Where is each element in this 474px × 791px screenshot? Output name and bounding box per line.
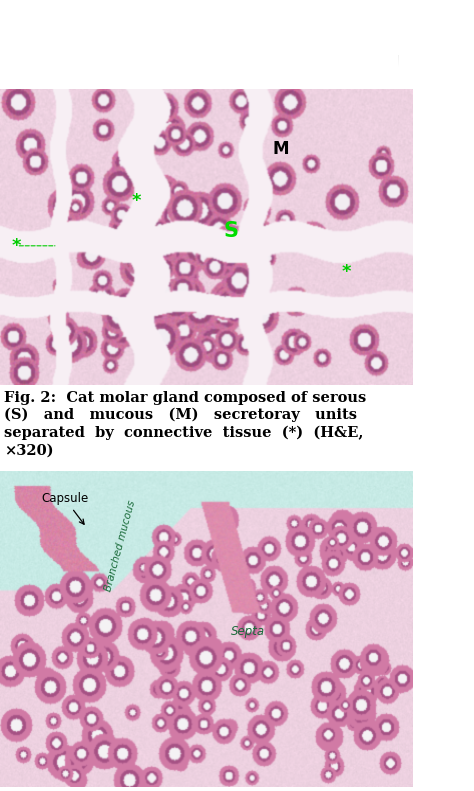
- Text: Branched mucous: Branched mucous: [103, 500, 137, 593]
- Text: *: *: [342, 263, 351, 282]
- Text: *: *: [12, 237, 21, 255]
- Text: Capsule: Capsule: [41, 492, 89, 524]
- Text: S: S: [223, 221, 238, 241]
- Text: M: M: [272, 140, 289, 158]
- Text: Septa: Septa: [231, 625, 265, 638]
- Text: Fig. 2:  Cat molar gland composed of serous
(S)   and   mucous   (M)   secretora: Fig. 2: Cat molar gland composed of sero…: [4, 391, 366, 457]
- Text: *: *: [131, 192, 141, 210]
